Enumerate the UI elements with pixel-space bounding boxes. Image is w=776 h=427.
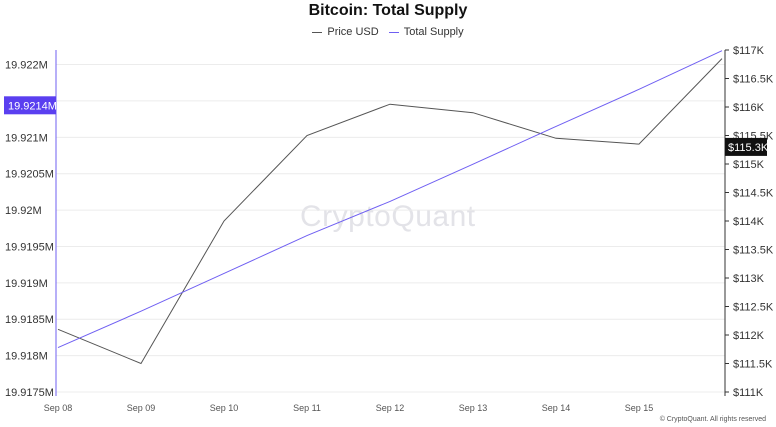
x-axis-tick-label: Sep 10 (210, 403, 239, 413)
right-axis-tick-label: $117K (733, 45, 765, 57)
x-axis-tick-label: Sep 14 (542, 403, 571, 413)
left-axis-tick-label: 19.918M (5, 351, 48, 363)
legend-swatch-total-supply (388, 31, 399, 33)
right-axis-tick-label: $112K (733, 330, 765, 342)
left-axis-tick-label: 19.9205M (5, 169, 54, 181)
x-axis-tick-label: Sep 09 (127, 403, 156, 413)
left-axis-current-badge (4, 96, 56, 115)
x-axis-tick-label: Sep 13 (459, 403, 488, 413)
right-axis-tick-label: $112.5K (733, 302, 774, 314)
right-axis-tick-label: $115K (733, 159, 765, 171)
right-axis-tick-label: $116K (733, 102, 765, 114)
left-axis-tick-label: 19.922M (5, 60, 48, 72)
left-axis-tick-label: 19.92M (5, 205, 42, 217)
left-axis-tick-label: 19.9185M (5, 314, 54, 326)
left-axis-current-value: 19.9214M (8, 100, 57, 112)
left-axis-tick-label: 19.921M (5, 132, 48, 144)
left-axis-tick-label: 19.9195M (5, 241, 54, 253)
series-line-price-usd (57, 58, 723, 365)
right-axis-tick-label: $114K (733, 216, 765, 228)
right-axis-current-value: $115.3K (728, 142, 769, 154)
x-axis-tick-label: Sep 12 (376, 403, 405, 413)
x-axis-tick-label: Sep 15 (625, 403, 654, 413)
right-axis-tick-label: $113.5K (733, 245, 774, 257)
series-line-total-supply (57, 50, 723, 349)
legend-item-price-usd[interactable]: Price USD (312, 26, 379, 38)
legend-item-total-supply[interactable]: Total Supply (388, 26, 464, 38)
legend-label-price-usd: Price USD (327, 26, 379, 38)
copyright-footer: © CryptoQuant. All rights reserved (659, 416, 766, 423)
legend-label-total-supply: Total Supply (403, 26, 464, 38)
left-axis-tick-label: 19.919M (5, 278, 48, 290)
chart-title: Bitcoin: Total Supply (308, 2, 468, 19)
right-axis-tick-label: $111.5K (733, 359, 773, 371)
watermark-logo: CryptoQuant (300, 200, 476, 233)
right-axis-tick-label: $114.5K (733, 188, 774, 200)
right-axis-tick-label: $113K (733, 273, 765, 285)
right-axis-tick-label: $111K (733, 387, 764, 399)
x-axis-tick-label: Sep 11 (293, 403, 321, 413)
right-axis-tick-label: $116.5K (733, 74, 774, 86)
right-axis-current-badge (725, 137, 767, 156)
chart-legend: Price USD Total Supply (0, 26, 776, 38)
left-axis-tick-label: 19.9175M (5, 387, 54, 399)
x-axis-tick-label: Sep 08 (44, 403, 73, 413)
legend-swatch-price-usd (312, 31, 323, 33)
